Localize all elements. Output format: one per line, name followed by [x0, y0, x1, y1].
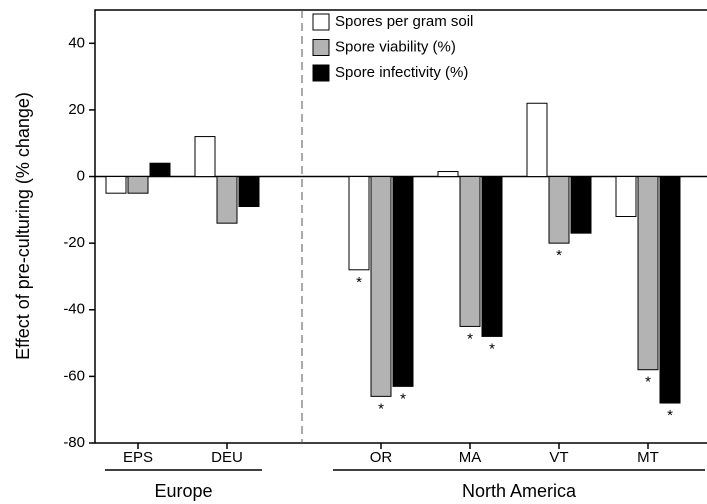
- bar: [348, 176, 370, 271]
- x-tick-label: MT: [637, 449, 659, 466]
- y-tick-label: 20: [68, 101, 85, 118]
- significance-marker: *: [356, 274, 362, 291]
- legend-label: Spore infectivity (%): [335, 64, 468, 81]
- y-axis-title: Effect of pre-culturing (% change): [13, 92, 33, 360]
- bar: [459, 176, 481, 327]
- bar: [481, 176, 503, 337]
- bar: [615, 176, 637, 218]
- significance-marker: *: [645, 374, 651, 391]
- legend-swatch: [312, 13, 330, 31]
- legend-label: Spore viability (%): [335, 38, 456, 55]
- group-label: Europe: [154, 481, 212, 501]
- bar: [526, 102, 548, 178]
- x-tick-label: EPS: [123, 449, 153, 466]
- y-tick-label: 0: [77, 168, 85, 185]
- bar: [149, 162, 171, 178]
- plot-frame: [94, 9, 707, 444]
- legend-label: Spores per gram soil: [335, 13, 473, 30]
- bar: [370, 176, 392, 397]
- significance-marker: *: [467, 330, 473, 347]
- y-tick-label: -20: [63, 234, 85, 251]
- bar: [216, 176, 238, 224]
- legend-swatch: [312, 64, 330, 82]
- legend-swatch: [312, 39, 330, 56]
- group-label: North America: [462, 481, 577, 501]
- bar: [105, 176, 127, 194]
- y-tick-label: -40: [63, 301, 85, 318]
- y-tick-label: 40: [68, 34, 85, 51]
- significance-marker: *: [556, 247, 562, 264]
- significance-marker: *: [489, 340, 495, 357]
- bar: [127, 176, 149, 194]
- bar: [637, 176, 659, 371]
- bar: [437, 171, 459, 178]
- bar: [659, 176, 681, 404]
- bar: [194, 136, 216, 178]
- bar: [392, 176, 414, 387]
- significance-marker: *: [378, 400, 384, 417]
- y-tick-label: -80: [63, 434, 85, 451]
- x-tick-label: VT: [549, 449, 568, 466]
- x-tick-label: OR: [370, 449, 393, 466]
- y-tick-label: -60: [63, 367, 85, 384]
- bar: [238, 176, 260, 208]
- significance-marker: *: [667, 407, 673, 424]
- x-tick-label: DEU: [211, 449, 243, 466]
- x-tick-label: MA: [459, 449, 482, 466]
- bar: [548, 176, 570, 244]
- bar: [570, 176, 592, 234]
- significance-marker: *: [400, 390, 406, 407]
